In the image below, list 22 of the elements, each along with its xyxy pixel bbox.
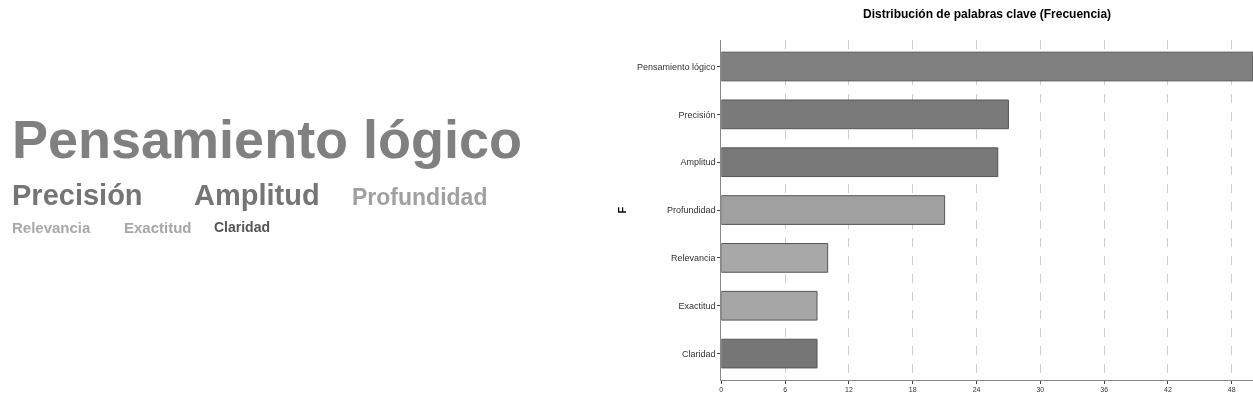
bar (721, 147, 999, 178)
text: Amplitud (194, 179, 320, 211)
bar (721, 290, 818, 321)
y-axis-title: F (615, 206, 628, 214)
bar (721, 99, 1009, 130)
y-tick-label: Profundidad (666, 205, 716, 216)
chart-title: Distribución de palabras clave (Frecuencia) (863, 7, 1112, 21)
text: Claridad (214, 219, 271, 235)
bar (721, 195, 946, 225)
text: Precisión (12, 179, 143, 211)
y-tick-label: Amplitud (680, 157, 716, 168)
y-tick-label: Relevancia (670, 253, 716, 264)
text: Relevancia (12, 219, 92, 236)
bar (721, 243, 829, 273)
text: Profundidad (352, 184, 488, 210)
y-tick-label: Claridad (681, 348, 716, 359)
y-tick-label: Pensamiento lógico (636, 61, 716, 72)
text: Exactitud (124, 219, 192, 236)
y-tick-label: Exactitud (678, 300, 716, 311)
text: Pensamiento lógico (12, 109, 523, 169)
bar (721, 338, 818, 369)
y-tick-label: Precisión (678, 109, 716, 120)
